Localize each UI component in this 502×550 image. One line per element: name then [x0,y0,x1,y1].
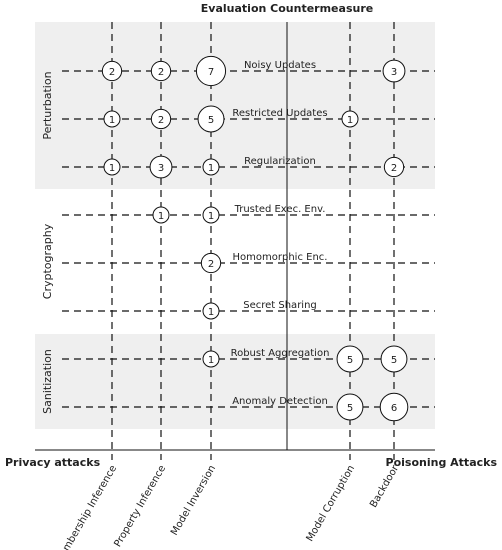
bubble [380,345,408,373]
bubble-label: 2 [391,163,397,174]
grid-layer [35,22,435,460]
bubble-label: 2 [158,115,164,126]
bubble-label: 3 [391,67,397,78]
bubble [383,156,405,178]
bubble-label: 7 [208,67,214,78]
bubble [195,55,227,87]
bubble-label: 6 [391,403,397,414]
bubble [103,110,121,128]
background-layer [35,22,435,429]
bubble [200,252,222,274]
chart-title: Evaluation Countermeasure [201,2,373,15]
bubble [336,393,364,421]
bubble-label: 1 [109,115,115,126]
bubble [202,302,220,320]
bubble [202,350,220,368]
bubble-label: 1 [208,355,214,366]
bubble-label: 2 [208,259,214,270]
column-group-label: Poisoning Attacks [386,456,498,469]
bubble [149,155,173,179]
bubble-label: 3 [158,163,164,174]
bubble-label: 2 [158,67,164,78]
bubble-label: 5 [208,115,214,126]
bubble-label: 1 [208,307,214,318]
group-label: Cryptography [41,223,54,299]
bubble [150,108,172,130]
bubble [382,59,406,83]
bubble [101,60,123,82]
bubble-label: 1 [109,163,115,174]
column-label: Model Corruption [305,464,358,544]
bubble [202,158,220,176]
column-label: Membership Inference [54,464,120,550]
bubble [202,206,220,224]
bubble-label: 2 [109,67,115,78]
group-shade [35,22,435,189]
column-label: Model Inversion [169,464,218,538]
column-label: Backdoor [368,463,401,510]
row-label: Homomorphic Enc. [233,252,328,263]
row-label: Noisy Updates [244,60,316,71]
bubble-label: 1 [208,163,214,174]
column-group-label: Privacy attacks [5,456,101,469]
bubble-label: 5 [347,403,353,414]
group-shade [35,334,435,429]
bubble [103,158,121,176]
bubble-label: 1 [208,211,214,222]
bubble [152,206,170,224]
bubble-label: 1 [347,115,353,126]
bubble-label: 5 [347,355,353,366]
row-label: Robust Aggregation [231,348,330,359]
bubble-label: 5 [391,355,397,366]
bubble [336,345,364,373]
row-label: Restricted Updates [232,108,327,119]
bubble [197,105,225,133]
bubble [341,110,359,128]
row-label: Regularization [244,156,316,167]
column-label: Property Inference [112,464,168,550]
row-label: Secret Sharing [243,300,317,311]
row-label: Anomaly Detection [232,396,328,407]
bubble [150,60,172,82]
group-label: Perturbation [41,71,54,139]
bubble-label: 1 [158,211,164,222]
bubble [379,392,409,422]
row-label: Trusted Exec. Env. [234,204,326,215]
group-label: Sanitization [41,349,54,414]
